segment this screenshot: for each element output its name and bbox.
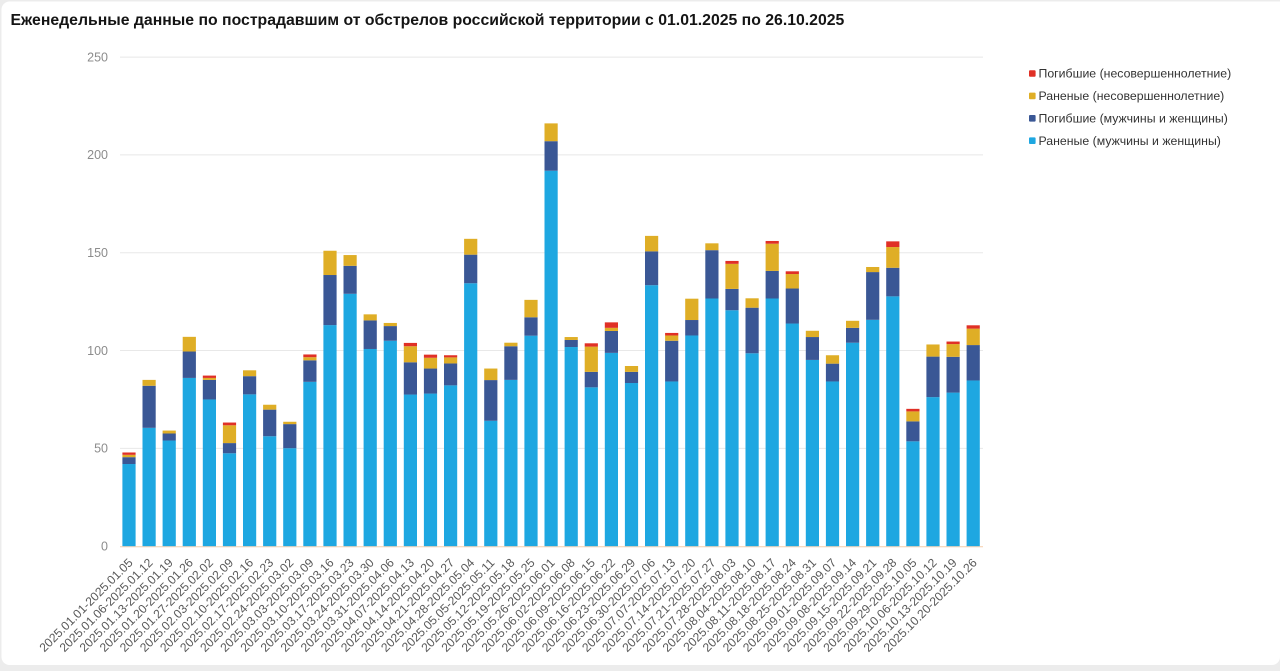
svg-text:Раненые (несовершеннолетние): Раненые (несовершеннолетние) bbox=[1039, 89, 1225, 103]
svg-text:250: 250 bbox=[87, 50, 108, 64]
svg-text:200: 200 bbox=[87, 148, 108, 162]
svg-text:150: 150 bbox=[87, 246, 108, 260]
svg-text:Погибшие (несовершеннолетние): Погибшие (несовершеннолетние) bbox=[1039, 67, 1232, 81]
svg-text:50: 50 bbox=[94, 442, 108, 456]
svg-text:0: 0 bbox=[101, 540, 108, 554]
svg-text:Погибшие (мужчины и женщины): Погибшие (мужчины и женщины) bbox=[1039, 112, 1228, 126]
svg-text:Раненые (мужчины и женщины): Раненые (мужчины и женщины) bbox=[1039, 134, 1221, 148]
svg-text:Еженедельные данные по пострад: Еженедельные данные по пострадавшим от о… bbox=[11, 12, 845, 29]
svg-text:100: 100 bbox=[87, 344, 108, 358]
